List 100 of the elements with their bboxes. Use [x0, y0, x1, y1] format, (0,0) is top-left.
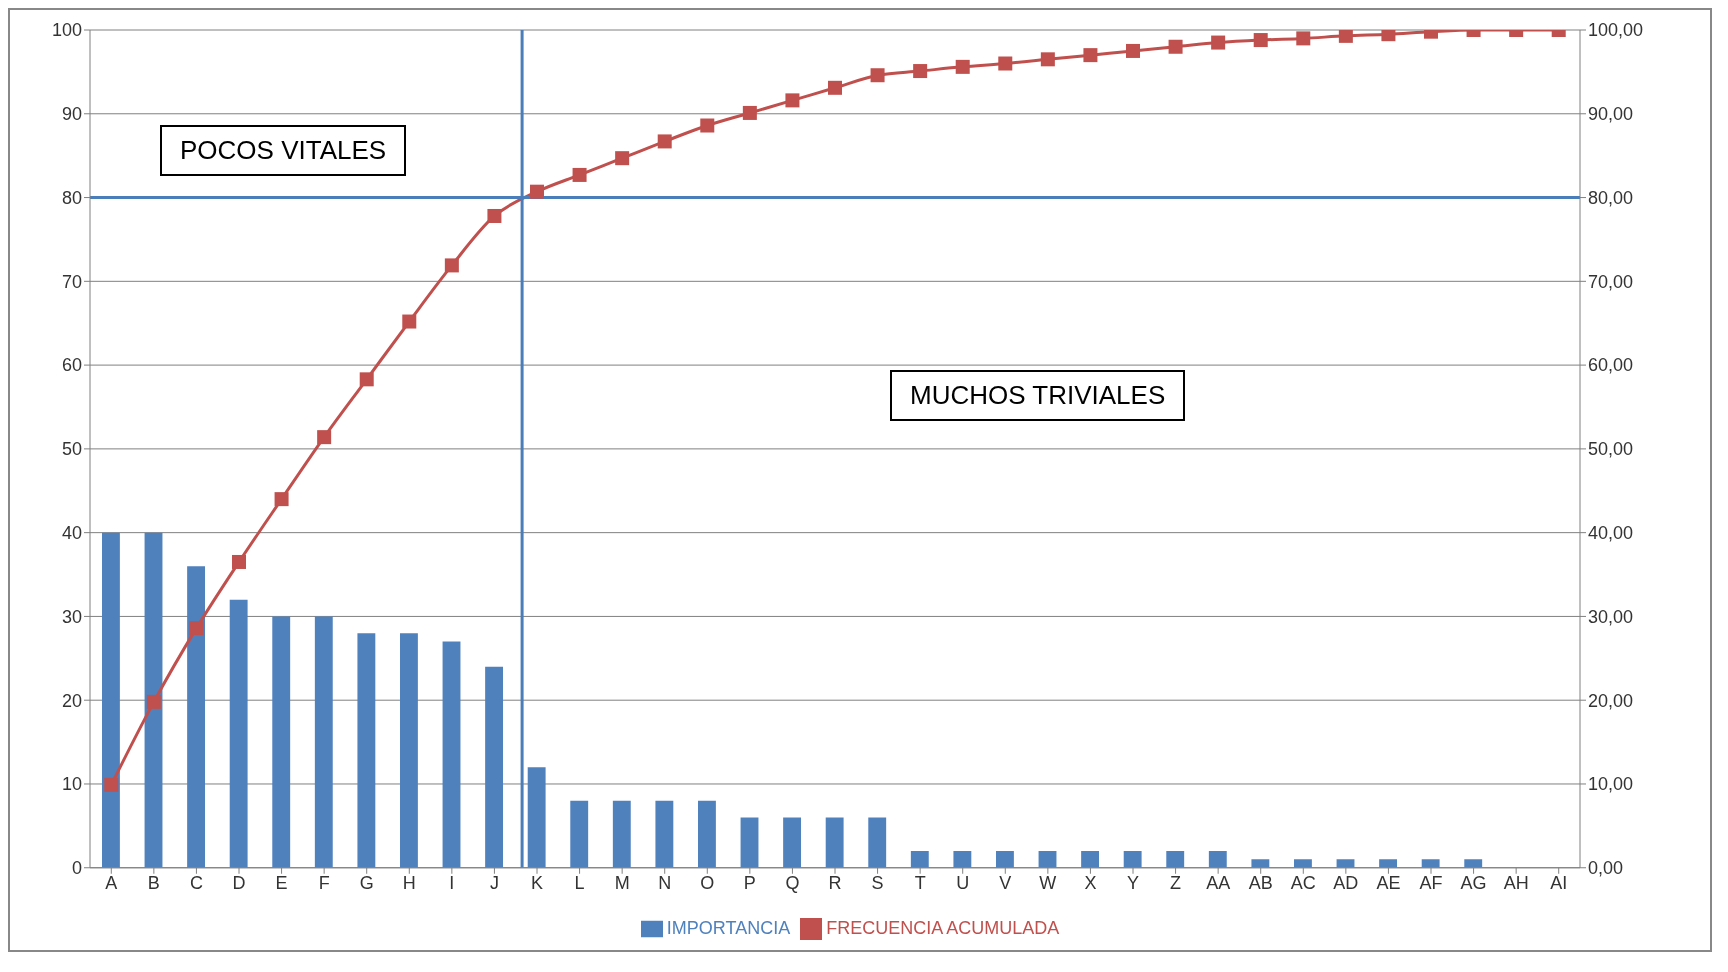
x-tick-label: F	[318, 872, 330, 893]
point	[317, 430, 332, 445]
point	[998, 56, 1013, 71]
x-tick-label: M	[614, 872, 630, 893]
point	[1253, 33, 1268, 48]
point	[742, 105, 757, 120]
point	[1381, 30, 1396, 42]
x-tick-label: J	[489, 872, 499, 893]
x-tick-label: L	[574, 872, 585, 893]
y2-tick-label: 50,00	[1588, 439, 1634, 460]
bar	[996, 851, 1014, 868]
y2-tick-label: 40,00	[1588, 523, 1634, 544]
x-tick-label: V	[999, 872, 1012, 893]
y-tick-label: 50	[61, 439, 82, 460]
x-tick-label: AH	[1503, 872, 1529, 893]
y-tick-label: 70	[61, 271, 82, 292]
annotation: MUCHOS TRIVIALES	[890, 370, 1186, 421]
bar	[1251, 859, 1270, 868]
bar	[485, 666, 504, 868]
point	[657, 134, 672, 149]
y-tick-label: 30	[61, 606, 82, 627]
x-tick-label: E	[275, 872, 288, 893]
bar	[740, 817, 759, 868]
x-tick-label: O	[700, 872, 715, 893]
legend-label: IMPORTANCIA	[666, 917, 791, 938]
point	[444, 258, 459, 273]
y-tick-label: 0	[71, 858, 82, 879]
y-tick-label: 40	[61, 523, 82, 544]
y-tick-label: 100	[51, 20, 82, 41]
y2-tick-label: 0,00	[1588, 858, 1624, 879]
bar	[1379, 859, 1398, 868]
bar	[144, 532, 163, 868]
x-tick-label: H	[402, 872, 416, 893]
x-tick-label: N	[658, 872, 672, 893]
point	[530, 184, 544, 199]
bar	[783, 817, 802, 868]
bar	[1464, 859, 1483, 868]
y2-tick-label: 100,00	[1588, 20, 1644, 41]
point	[828, 80, 842, 95]
point	[572, 167, 587, 182]
x-tick-label: S	[871, 872, 884, 893]
x-tick-label: B	[147, 872, 160, 893]
legend-label: FRECUENCIA ACUMULADA	[826, 917, 1060, 938]
point	[955, 59, 970, 74]
x-tick-label: Y	[1126, 872, 1140, 893]
point	[870, 68, 885, 83]
point	[700, 118, 715, 133]
x-tick-label: X	[1084, 872, 1097, 893]
bar	[1081, 851, 1100, 868]
x-tick-label: P	[743, 872, 756, 893]
bar	[1123, 851, 1142, 868]
point	[189, 621, 204, 636]
point	[359, 372, 374, 387]
point	[232, 554, 246, 569]
bar	[314, 616, 333, 868]
x-tick-label: AD	[1333, 872, 1359, 893]
bar	[953, 851, 972, 868]
point	[146, 694, 161, 709]
x-tick-label: Z	[1170, 872, 1182, 893]
x-tick-label: AI	[1550, 872, 1568, 893]
x-tick-label: I	[449, 872, 455, 893]
x-tick-label: T	[914, 872, 926, 893]
x-tick-label: U	[956, 872, 970, 893]
point	[1296, 31, 1311, 46]
y2-tick-label: 10,00	[1588, 774, 1634, 795]
bar	[1421, 859, 1440, 868]
x-tick-label: AC	[1290, 872, 1316, 893]
x-tick-label: AE	[1376, 872, 1401, 893]
bar	[1166, 851, 1185, 868]
point	[274, 492, 289, 507]
y2-tick-label: 80,00	[1588, 187, 1634, 208]
bar	[910, 851, 929, 868]
bar	[229, 599, 248, 868]
x-tick-label: AA	[1206, 872, 1231, 893]
point	[1083, 48, 1098, 63]
bar	[698, 800, 716, 868]
y2-tick-label: 70,00	[1588, 271, 1634, 292]
bar	[868, 817, 887, 868]
x-tick-label: AF	[1419, 872, 1443, 893]
bar	[357, 633, 376, 868]
x-tick-label: C	[189, 872, 203, 893]
bar	[102, 532, 120, 868]
x-tick-label: AB	[1248, 872, 1273, 893]
x-tick-label: K	[530, 872, 544, 893]
y-tick-label: 90	[61, 104, 82, 125]
point	[402, 314, 417, 329]
y-tick-label: 60	[61, 355, 82, 376]
x-tick-label: Q	[785, 872, 800, 893]
bar	[570, 800, 589, 868]
x-tick-label: A	[105, 872, 118, 893]
y-tick-label: 20	[61, 690, 82, 711]
bar	[655, 800, 674, 868]
x-tick-label: W	[1039, 872, 1057, 893]
bar	[400, 633, 418, 868]
y2-tick-label: 90,00	[1588, 104, 1634, 125]
y-tick-label: 10	[61, 774, 82, 795]
x-tick-label: G	[359, 872, 374, 893]
bar	[272, 616, 291, 868]
point	[615, 151, 630, 166]
point	[1211, 35, 1226, 50]
